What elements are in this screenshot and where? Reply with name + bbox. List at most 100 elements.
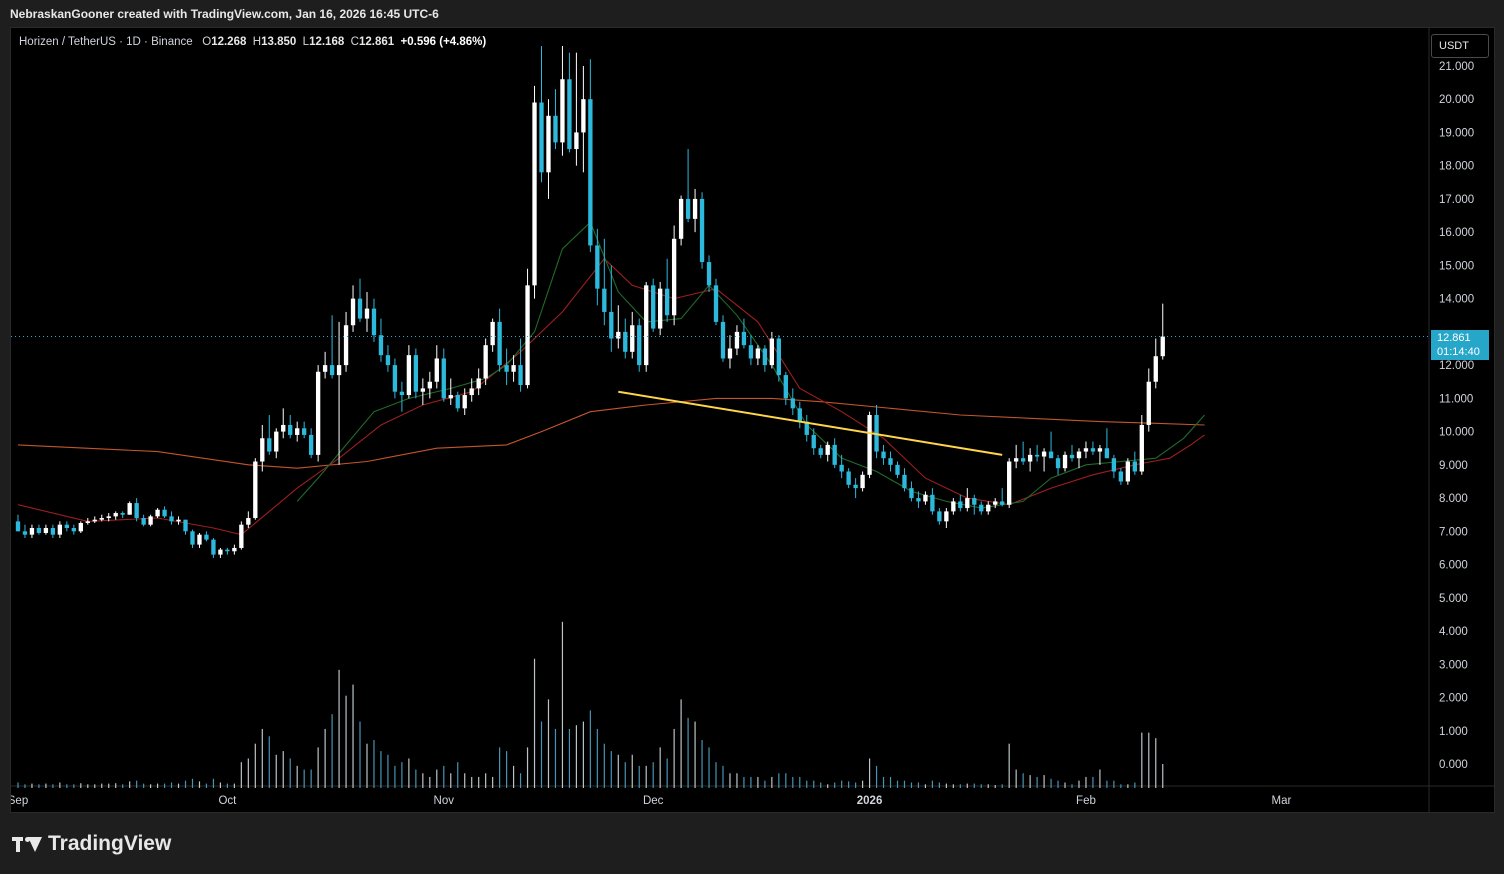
chart-canvas[interactable]: 21.000 20.000 19.000 18.000 17.000 16.000 15.0… bbox=[11, 28, 1494, 812]
volume-bar bbox=[212, 778, 215, 789]
volume-bar bbox=[268, 736, 270, 789]
candle-body bbox=[176, 519, 181, 522]
volume-bar bbox=[827, 784, 829, 789]
price-tick-label: 19.000 bbox=[1439, 127, 1474, 139]
volume-bar bbox=[73, 784, 75, 789]
candle-body bbox=[916, 498, 921, 502]
volume-bar bbox=[17, 782, 19, 789]
time-tick-label: Mar bbox=[1272, 795, 1292, 807]
candle-body bbox=[609, 311, 614, 339]
moving-average-slow-line bbox=[17, 397, 1205, 469]
candle-body bbox=[720, 321, 726, 359]
candle-body bbox=[902, 474, 907, 489]
volume-bar bbox=[1064, 782, 1066, 789]
price-tick-label: 5.000 bbox=[1439, 593, 1468, 605]
time-tick-label: Oct bbox=[218, 795, 237, 807]
candle-body bbox=[1034, 454, 1040, 457]
candle-body bbox=[441, 358, 446, 399]
volume-bar bbox=[345, 695, 347, 789]
volume-bar bbox=[785, 773, 787, 789]
candle-body bbox=[295, 428, 300, 435]
candle-body bbox=[539, 102, 544, 173]
candle-body bbox=[64, 524, 70, 529]
candle-body bbox=[755, 348, 761, 359]
high-label: H bbox=[252, 36, 262, 48]
volume-bar bbox=[568, 728, 571, 789]
candle-body bbox=[1139, 424, 1144, 472]
candle-body bbox=[113, 513, 118, 517]
tradingview-logo[interactable]: TradingView bbox=[12, 832, 171, 856]
volume-bar bbox=[659, 747, 661, 789]
volume-bar bbox=[973, 783, 975, 789]
price-tick-label: 1.000 bbox=[1439, 726, 1468, 738]
volume-bar bbox=[596, 728, 598, 789]
volume-bar bbox=[917, 782, 920, 789]
low-label: L bbox=[302, 36, 310, 48]
candle-body bbox=[965, 498, 970, 509]
volume-bar bbox=[771, 776, 773, 789]
candle-body bbox=[574, 132, 579, 150]
volume-bar bbox=[519, 773, 522, 789]
volume-bar bbox=[673, 728, 675, 789]
volume-bar bbox=[1008, 743, 1010, 789]
candle-body bbox=[148, 516, 153, 525]
candle-body bbox=[315, 371, 321, 455]
candle-body bbox=[699, 198, 705, 263]
volume-bar bbox=[233, 783, 235, 789]
volume-bar bbox=[1071, 784, 1073, 789]
volume-bar bbox=[275, 754, 277, 789]
volume-bar bbox=[1022, 773, 1024, 789]
candle-body bbox=[623, 331, 628, 352]
volume-bar bbox=[415, 769, 417, 789]
candle-body bbox=[734, 331, 740, 349]
candle-body bbox=[1153, 356, 1158, 382]
candle-body bbox=[658, 288, 663, 329]
candle-body bbox=[274, 431, 279, 452]
volume-bar bbox=[952, 784, 954, 789]
candle-body bbox=[239, 524, 244, 548]
volume-bar bbox=[834, 782, 836, 789]
open-label: O bbox=[202, 36, 212, 48]
volume-bar bbox=[743, 776, 745, 789]
volume-bar bbox=[492, 776, 494, 789]
price-tick-label: 20.000 bbox=[1439, 94, 1474, 106]
volume-bar bbox=[638, 765, 640, 789]
candle-body bbox=[308, 434, 314, 455]
currency-unit-button[interactable]: USDT bbox=[1431, 34, 1489, 58]
candle-body bbox=[1027, 454, 1033, 462]
candle-body bbox=[832, 444, 837, 465]
volume-bar bbox=[219, 782, 222, 789]
chart-frame[interactable]: 21.000 20.000 19.000 18.000 17.000 16.000 15.0… bbox=[10, 27, 1495, 813]
volume-bar bbox=[708, 747, 710, 789]
volume-bar bbox=[331, 714, 333, 789]
volume-bar bbox=[317, 747, 319, 789]
candle-body bbox=[588, 99, 593, 246]
symbol-label[interactable]: Horizen / TetherUS · 1D · Binance bbox=[19, 36, 193, 48]
price-tick-label: 4.000 bbox=[1439, 626, 1468, 638]
volume-bar bbox=[1092, 776, 1094, 789]
volume-bar bbox=[820, 782, 822, 789]
volume-bar bbox=[966, 783, 968, 789]
volume-bar bbox=[101, 783, 103, 789]
volume-bar bbox=[401, 762, 403, 789]
volume-bar bbox=[366, 743, 368, 789]
candle-body bbox=[288, 424, 293, 435]
candle-body bbox=[497, 321, 502, 366]
candle-body bbox=[504, 365, 509, 372]
volume-bar bbox=[506, 751, 508, 789]
volume-bar bbox=[903, 780, 906, 789]
candle-body bbox=[776, 338, 781, 376]
volume-bar bbox=[499, 747, 501, 789]
candle-body bbox=[846, 471, 851, 485]
candle-body bbox=[225, 549, 230, 552]
candle-body bbox=[1097, 448, 1103, 452]
volume-bar bbox=[561, 621, 564, 789]
volume-bar bbox=[429, 776, 431, 789]
volume-bar bbox=[994, 785, 996, 789]
volume-bar bbox=[443, 765, 445, 789]
candle-body bbox=[427, 381, 432, 389]
price-tick-label: 6.000 bbox=[1439, 560, 1468, 572]
candle-body bbox=[50, 528, 56, 535]
volume-bar bbox=[205, 783, 208, 789]
volume-bar bbox=[610, 751, 612, 789]
